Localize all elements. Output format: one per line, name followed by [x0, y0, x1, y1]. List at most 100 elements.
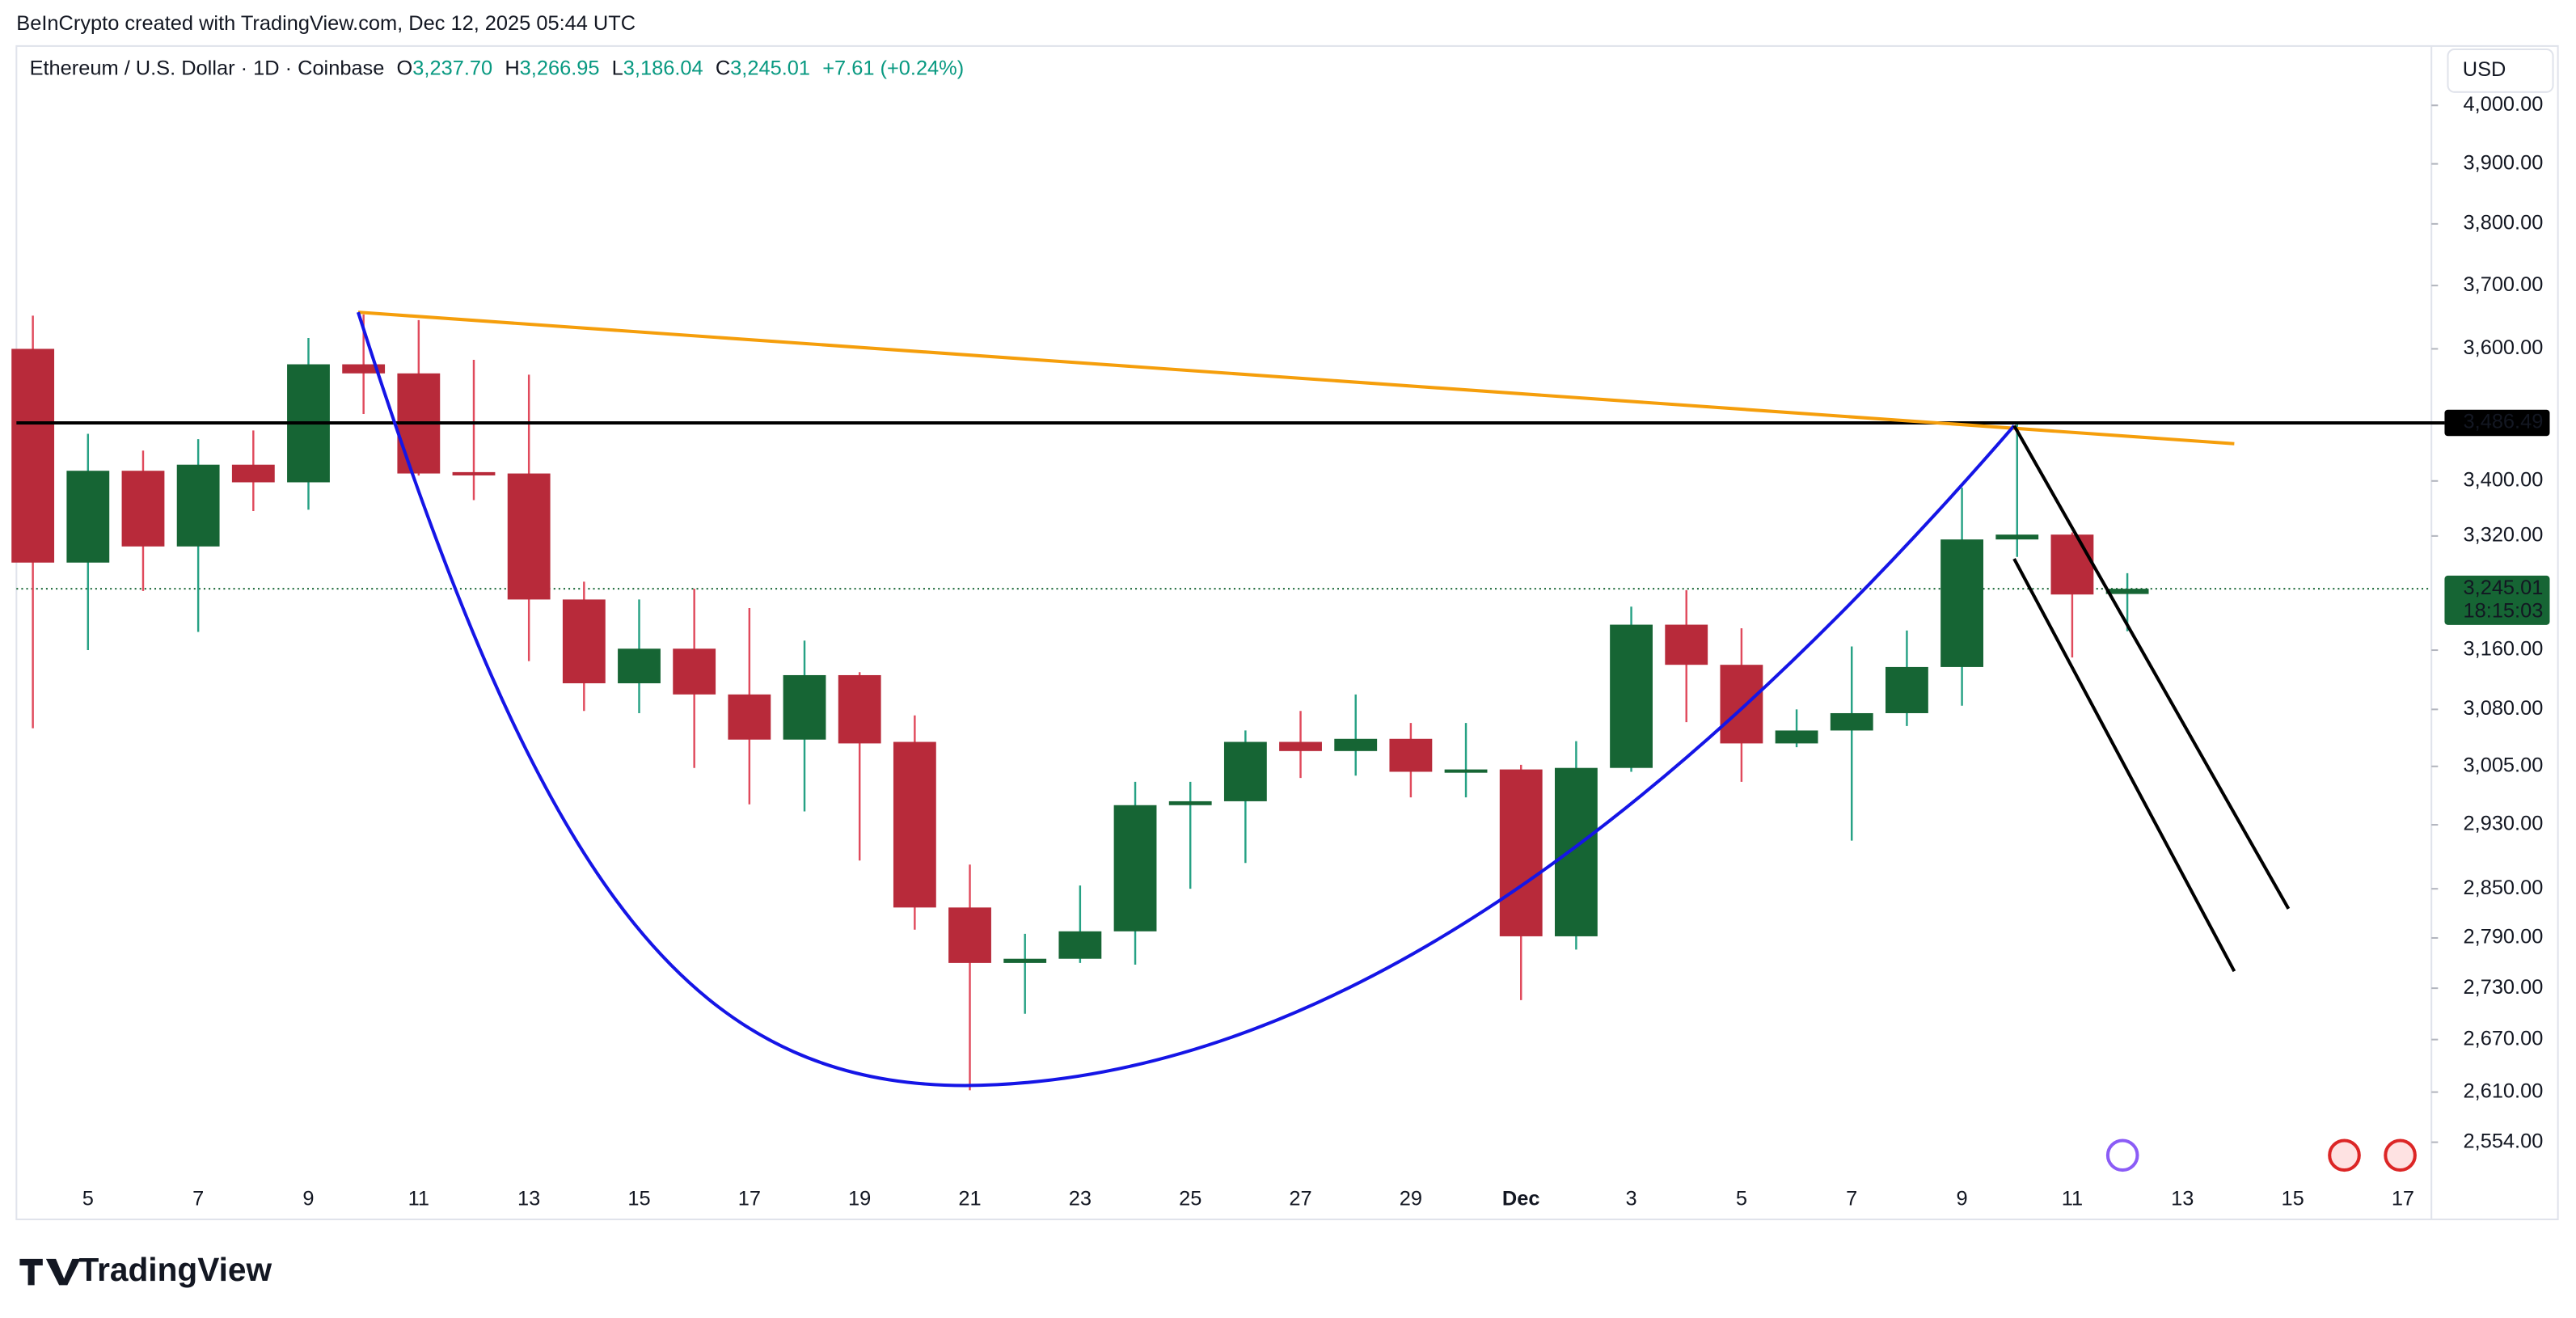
- plot: 4,000.00 3,900.00 3,800.00 3,700.00 3,600.00…: [11, 93, 2550, 1210]
- candle-body: [562, 599, 606, 684]
- y-tick-label: 3,160.00: [2464, 638, 2544, 661]
- resistance-trendline: [357, 310, 2235, 446]
- channel-line: [2012, 558, 2236, 973]
- x-tick-label: 11: [2062, 1187, 2083, 1210]
- candle-body: [1279, 741, 1322, 751]
- x-tick-label: 25: [1179, 1187, 1201, 1210]
- x-tick-label: 9: [1957, 1187, 1968, 1210]
- currency-button[interactable]: [2447, 48, 2554, 93]
- y-tick-label: 2,790.00: [2464, 926, 2544, 948]
- y-tick-label: 4,000.00: [2464, 93, 2544, 116]
- candle-body: [1940, 539, 1983, 667]
- x-tick-label: 17: [738, 1187, 761, 1210]
- chart-frame: [15, 44, 2559, 1221]
- x-tick-label: 13: [2171, 1187, 2194, 1210]
- x-tick-label: 15: [627, 1187, 650, 1210]
- y-tick-label: 2,730.00: [2464, 976, 2544, 999]
- candle-body: [948, 907, 991, 963]
- x-tick-label: 5: [1736, 1187, 1747, 1210]
- x-tick-label: 27: [1289, 1187, 1311, 1210]
- countdown: 18:15:03: [2464, 599, 2544, 622]
- candle-body: [1499, 769, 1543, 936]
- y-tick-label: 2,554.00: [2464, 1130, 2544, 1152]
- candle-body: [1168, 801, 1212, 805]
- level-label: 3,486.49: [2464, 411, 2544, 433]
- candle-body: [1003, 958, 1047, 963]
- candle-body: [1444, 769, 1488, 773]
- candle-body: [1223, 741, 1267, 801]
- last-price-box: [2444, 575, 2550, 625]
- x-tick-label: 13: [517, 1187, 540, 1210]
- candle-body: [1775, 730, 1818, 744]
- candle-body: [66, 471, 110, 563]
- currency[interactable]: USD: [2463, 58, 2506, 81]
- x-tick-label: 21: [958, 1187, 981, 1210]
- ohlc-key: O: [397, 57, 413, 79]
- candle-body: [507, 473, 551, 600]
- ohlc-key: C: [716, 57, 730, 79]
- candle-body: [2105, 589, 2149, 594]
- last-price-label: 3,245.01: [2464, 577, 2544, 599]
- ohlc-value: 3,245.01: [730, 57, 810, 79]
- level-label-box: [2444, 409, 2550, 437]
- x-tick-label: 5: [82, 1187, 94, 1210]
- candle-body: [673, 648, 716, 695]
- ohlc-value: 3,266.95: [520, 57, 600, 79]
- candle-body: [1334, 738, 1378, 751]
- y-tick-label: 3,700.00: [2464, 273, 2544, 296]
- candle-body: [121, 471, 165, 547]
- candle-body: [618, 648, 661, 684]
- y-tick-label: 3,400.00: [2464, 469, 2544, 492]
- candle-body: [1389, 738, 1433, 772]
- candle-body: [1885, 666, 1928, 713]
- ohlc-key: L: [612, 57, 623, 79]
- candle-body: [838, 674, 881, 744]
- x-tick-label: 11: [408, 1187, 429, 1210]
- x-tick-label: Dec: [1502, 1187, 1540, 1210]
- candle-body: [893, 741, 936, 908]
- ohlc-value: 3,237.70: [412, 57, 492, 79]
- x-tick-label: 9: [302, 1187, 314, 1210]
- attribution: BeInCrypto created with TradingView.com,…: [16, 12, 636, 35]
- candle-body: [342, 364, 386, 374]
- candle-body: [728, 694, 771, 740]
- candle-body: [1995, 534, 2039, 540]
- y-tick-label: 2,850.00: [2464, 877, 2544, 899]
- candle-body: [231, 464, 275, 483]
- candle-body: [1830, 712, 1873, 731]
- candle-body: [176, 464, 220, 547]
- x-tick-label: 17: [2392, 1187, 2414, 1210]
- candle-body: [783, 674, 826, 740]
- y-tick-label: 3,320.00: [2464, 524, 2544, 547]
- flag-icon[interactable]: [2384, 1138, 2417, 1172]
- y-tick-label: 3,800.00: [2464, 212, 2544, 234]
- candle-body: [1610, 624, 1653, 768]
- candle-body: [1554, 767, 1598, 936]
- y-tick-label: 3,080.00: [2464, 697, 2544, 720]
- x-tick-label: 29: [1400, 1187, 1422, 1210]
- y-tick-label: 2,930.00: [2464, 813, 2544, 835]
- channel-line: [2012, 425, 2291, 910]
- symbol: Ethereum / U.S. Dollar · 1D · Coinbase: [30, 57, 385, 79]
- y-tick-label: 2,610.00: [2464, 1079, 2544, 1102]
- ohlc-key: H: [505, 57, 519, 79]
- logo-text: TradingView: [79, 1251, 272, 1288]
- candle-body: [11, 349, 55, 563]
- y-tick-label: 3,900.00: [2464, 151, 2544, 174]
- x-tick-label: 23: [1069, 1187, 1092, 1210]
- flag-icon[interactable]: [2328, 1138, 2361, 1172]
- x-tick-label: 19: [848, 1187, 871, 1210]
- y-tick-label: 3,600.00: [2464, 336, 2544, 359]
- ohlc-value: 3,186.04: [623, 57, 703, 79]
- cup-curve: [357, 311, 2016, 1088]
- logo-mark: [19, 1258, 81, 1286]
- x-tick-label: 3: [1626, 1187, 1637, 1210]
- candle-body: [1058, 931, 1102, 959]
- candle-body: [1665, 624, 1708, 665]
- event-icon[interactable]: [2105, 1138, 2139, 1172]
- symbol-info: Ethereum / U.S. Dollar · 1D · Coinbase O…: [30, 57, 965, 79]
- candle-body: [2050, 534, 2094, 595]
- x-tick-label: 7: [1846, 1187, 1857, 1210]
